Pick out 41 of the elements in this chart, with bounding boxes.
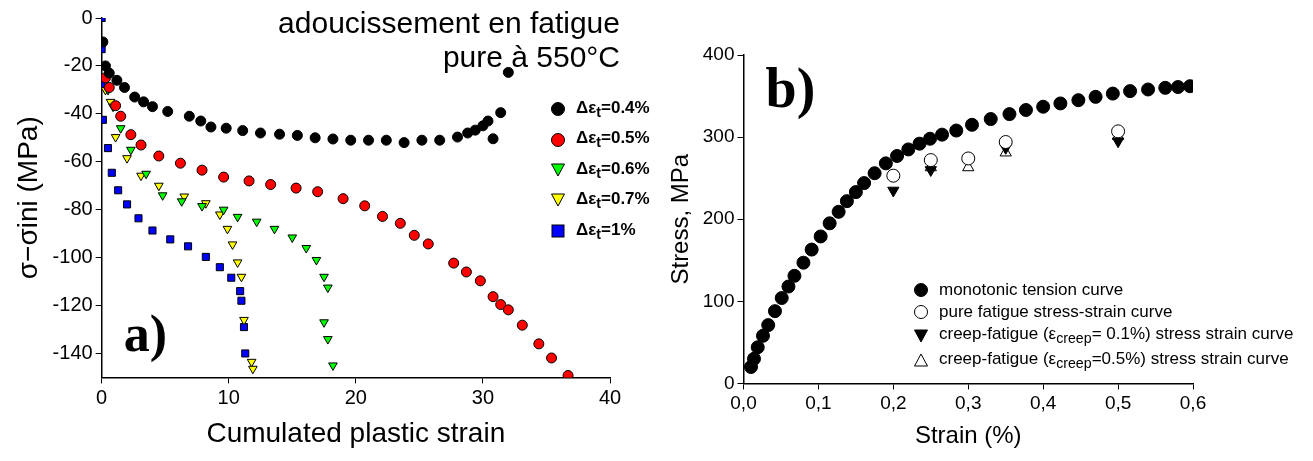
x-tick-label: 10 bbox=[217, 385, 240, 408]
legend-label: Δε$_{t}$=0.7% bbox=[576, 189, 650, 212]
chart-title: adoucissement en fatigue pure à 550°C bbox=[277, 6, 620, 74]
y-tick-label: 100 bbox=[702, 289, 735, 311]
x-tick-label: 30 bbox=[471, 385, 495, 408]
x-tick-label: 0,5 bbox=[1104, 392, 1132, 414]
x-tick-label: 0 bbox=[96, 385, 108, 408]
legend-label: creep-fatigue (ε$_{creep}$= 0.1%) stress strain curve bbox=[939, 324, 1294, 347]
y-tick-label: 200 bbox=[702, 207, 735, 229]
y-tick-label: 0 bbox=[723, 371, 735, 393]
y-tick-label: 300 bbox=[702, 125, 735, 147]
x-axis-title: Cumulated plastic strain bbox=[206, 416, 506, 448]
y-axis-title: σ−σini (MPa) bbox=[11, 116, 43, 280]
x-tick-label: 0,1 bbox=[805, 392, 832, 414]
y-tick-label: -60 bbox=[63, 149, 93, 172]
legend-label: monotonic tension curve bbox=[939, 280, 1124, 301]
x-tick-label: 0,2 bbox=[880, 392, 907, 414]
y-tick-label: -40 bbox=[63, 101, 93, 124]
x-axis-title: Strain (%) bbox=[914, 421, 1022, 449]
y-tick-label: -80 bbox=[63, 197, 93, 220]
y-axis-title: Stress, MPa bbox=[666, 153, 694, 285]
legend-label: Δε$_{t}$=1% bbox=[576, 219, 636, 242]
x-tick-label: 0,0 bbox=[730, 392, 757, 414]
legend-label: Δε$_{t}$=0.5% bbox=[576, 128, 650, 151]
y-tick-label: 400 bbox=[702, 43, 735, 65]
x-tick-label: 0,4 bbox=[1029, 392, 1057, 414]
legend-label: Δε$_{t}$=0.6% bbox=[576, 158, 650, 182]
legend-label: Δε$_{t}$=0.4% bbox=[576, 98, 650, 121]
y-tick-label: -100 bbox=[52, 245, 93, 268]
y-tick-label: 0 bbox=[81, 5, 93, 28]
x-tick-label: 0,3 bbox=[955, 392, 982, 414]
x-tick-label: 0,6 bbox=[1179, 392, 1207, 414]
x-tick-label: 40 bbox=[598, 385, 622, 408]
annotation: b) bbox=[765, 57, 816, 121]
legend-label: creep-fatigue (ε$_{creep}$=0.5%) stress strain curve bbox=[939, 348, 1289, 372]
x-tick-label: 20 bbox=[344, 385, 367, 408]
annotation: a) bbox=[123, 304, 167, 363]
legend-label: pure fatigue stress-strain curve bbox=[939, 302, 1173, 323]
y-tick-label: -140 bbox=[52, 340, 93, 363]
y-tick-label: -20 bbox=[63, 53, 93, 76]
y-tick-label: -120 bbox=[52, 293, 93, 316]
